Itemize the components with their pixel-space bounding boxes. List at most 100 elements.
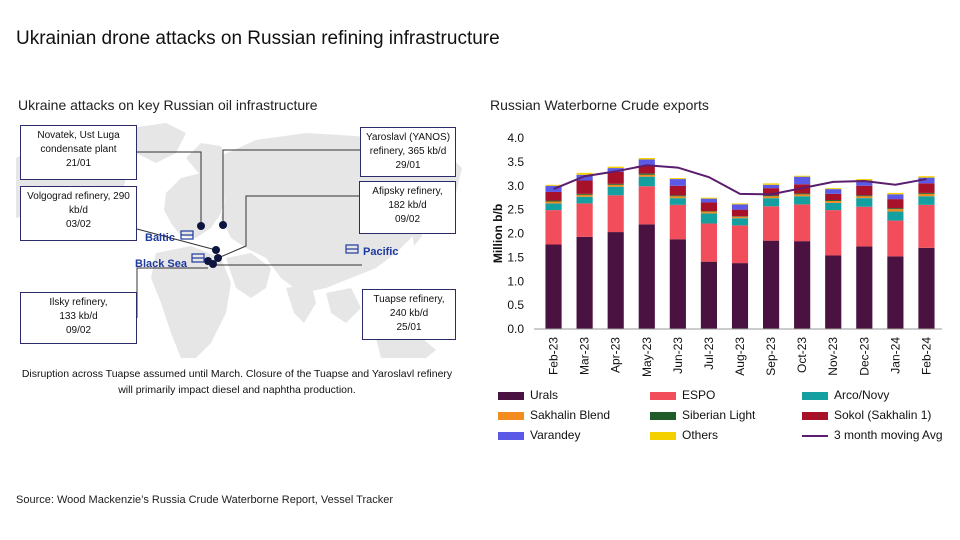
legend-label: Siberian Light [682,408,756,422]
bar-segment-others-jul-23 [700,197,718,199]
bar-segment-sakhalin-blend-oct-23 [794,194,811,197]
bar-segment-varandey-oct-23 [794,176,811,185]
connector-novatek [137,151,202,226]
bar-segment-arco-novy-oct-23 [794,196,811,205]
bar-segment-arco-novy-jul-23 [700,213,718,224]
ship-icon-pacific [345,244,359,254]
bar-segment-others-jan-24 [887,192,904,195]
map-subtitle: Ukraine attacks on key Russian oil infra… [18,97,318,113]
region-label-baltic: Baltic [145,232,175,244]
attack-markers [197,221,227,268]
landmass-middle-east [226,253,271,298]
legend-swatch [802,412,828,420]
bar-stacks [534,158,942,330]
callout-afipsky: Afipsky refinery, 182 kb/d 09/02 [359,181,456,234]
bar-segment-siberian-light-oct-23 [794,193,811,195]
bar-segment-siberian-light-nov-23 [825,200,842,202]
x-axis-ticks: Feb-23 Mar-23 Apr-23 May-23 Jun-23 Jul-23 Aug-… [547,337,934,377]
bar-segment-varandey-mar-23 [576,174,593,181]
bar-segment-sakhalin-blend-feb-24 [918,193,935,197]
bar-segment-varandey-jul-23 [700,198,718,203]
bar-segment-siberian-light-dec-23 [856,195,873,197]
y-tick-label: 3.0 [507,179,524,193]
bar-segment-varandey-nov-23 [825,189,842,194]
bar-segment-arco-novy-jan-24 [887,211,904,221]
bar-segment-arco-novy-dec-23 [856,198,873,207]
y-axis-ticks: 0.0 0.5 1.0 1.5 2.0 2.5 3.0 3.5 4.0 [507,131,524,336]
ship-icon-baltic [180,230,194,240]
bar-segment-sakhalin-blend-jan-24 [887,209,904,212]
bar-segment-arco-novy-feb-24 [918,196,935,205]
y-tick-label: 2.0 [507,227,524,241]
bar-segment-espo-sep-23 [762,206,780,241]
legend-label: Sakhalin Blend [530,408,611,422]
x-tick-label: Apr-23 [609,337,623,373]
bar-segment-sokol-sakhalin-1--apr-23 [607,171,624,184]
bar-segment-siberian-light-feb-24 [918,192,935,194]
x-tick-label: Feb-24 [919,337,933,375]
bar-segment-siberian-light-feb-23 [545,200,562,202]
bar-segment-arco-novy-mar-23 [576,196,593,204]
legend-label: Sokol (Sakhalin 1) [834,408,932,422]
bar-segment-siberian-light-apr-23 [607,183,624,185]
bar-segment-arco-novy-nov-23 [825,202,842,211]
y-tick-label: 1.0 [507,274,524,288]
x-tick-label: Aug-23 [733,337,747,376]
x-tick-label: Nov-23 [826,337,840,376]
bar-segment-sokol-sakhalin-1--dec-23 [856,185,873,196]
y-axis-title: Million b/b [491,204,505,263]
connector-ilsky [136,267,208,318]
bar-segment-sokol-sakhalin-1--may-23 [638,165,655,174]
bar-segment-sakhalin-blend-may-23 [638,174,655,177]
bar-segment-siberian-light-may-23 [638,173,655,175]
port-icons [180,230,359,263]
connector-yaroslavl [222,149,360,225]
bar-segment-espo-jan-24 [887,220,904,257]
legend-swatch [650,412,676,420]
legend-swatch [498,412,524,420]
bar-segment-urals-oct-23 [794,241,811,329]
bar-segment-siberian-light-sep-23 [762,195,780,197]
legend-swatch [498,432,524,440]
bar-segment-sakhalin-blend-jun-23 [669,196,686,199]
bar-segment-others-nov-23 [825,188,842,190]
bar-segment-others-dec-23 [856,179,873,181]
legend-label: 3 month moving Avg [834,428,943,442]
bar-segment-urals-may-23 [638,224,655,329]
connector-afipsky [217,195,359,259]
bar-segment-espo-jul-23 [700,223,718,262]
y-tick-label: 0.5 [507,298,524,312]
world-map [16,123,462,358]
bar-segment-espo-jun-23 [669,204,686,240]
bar-segment-sokol-sakhalin-1--mar-23 [576,180,593,194]
x-tick-label: Feb-23 [547,337,561,375]
bar-segment-others-feb-23 [545,184,562,186]
callout-volgograd: Volgograd refinery, 290 kb/d 03/02 [20,186,137,241]
y-tick-label: 4.0 [507,131,524,145]
x-tick-label: Sep-23 [764,337,778,376]
bar-segment-sokol-sakhalin-1--sep-23 [762,188,780,196]
legend-swatch [802,392,828,400]
bar-segment-siberian-light-jun-23 [669,195,686,197]
bar-segment-varandey-dec-23 [856,180,873,186]
bar-segment-urals-feb-23 [545,244,562,329]
bar-segment-varandey-feb-24 [918,177,935,184]
x-tick-label: Oct-23 [795,337,809,373]
bar-segment-others-sep-23 [762,183,780,185]
bar-segment-espo-feb-24 [918,204,935,248]
y-axis-label: Million b/b [491,204,505,263]
bar-segment-espo-oct-23 [794,204,811,242]
landmass-southeast-asia [326,288,361,323]
legend-swatch [650,392,676,400]
bar-segment-urals-dec-23 [856,246,873,329]
callout-tuapse: Tuapse refinery, 240 kb/d 25/01 [362,289,456,340]
bar-segment-others-aug-23 [731,203,749,205]
x-tick-label: May-23 [640,337,654,377]
bar-segment-others-jun-23 [669,178,686,180]
legend-label: Others [682,428,719,442]
connector-volgograd [136,228,217,251]
moving-average-polyline [553,164,927,196]
legend-label: ESPO [682,388,716,402]
bar-segment-sakhalin-blend-nov-23 [825,201,842,203]
bar-segment-sakhalin-blend-jul-23 [700,211,718,214]
